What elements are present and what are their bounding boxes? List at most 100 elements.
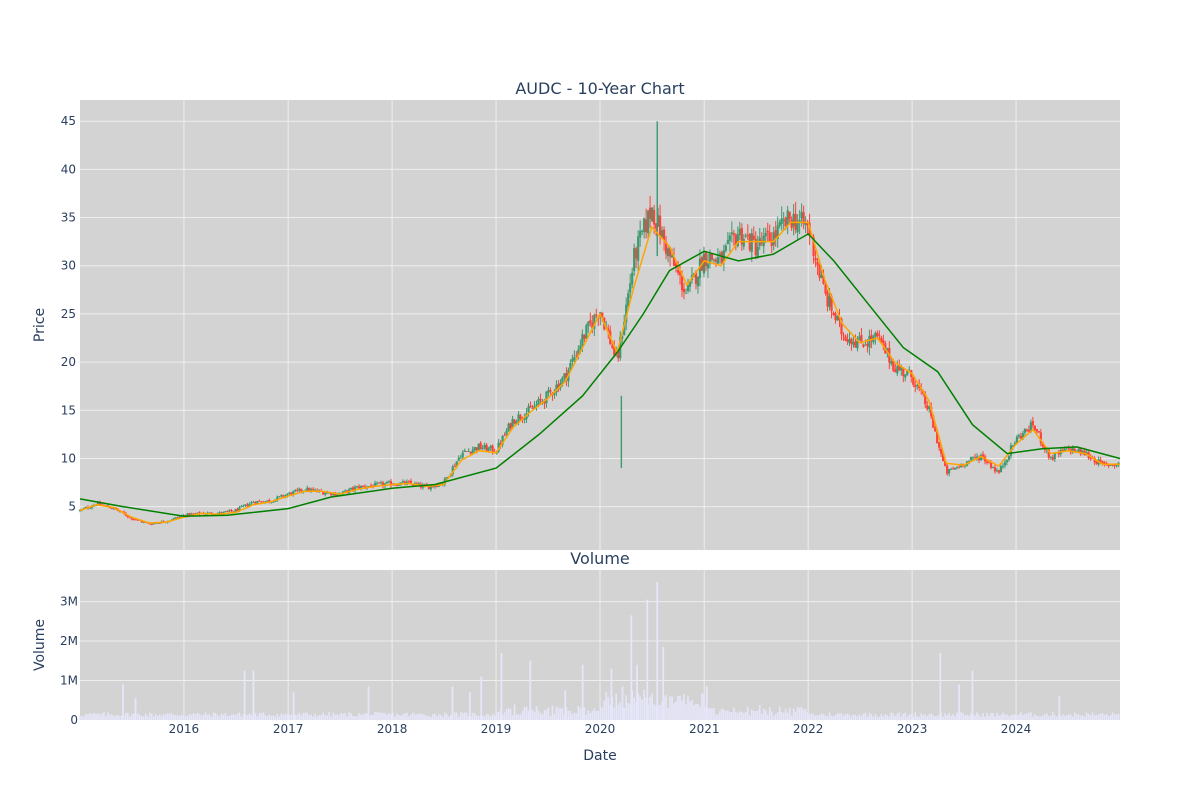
ma-short-line xyxy=(79,221,1120,524)
candle-body xyxy=(332,493,335,495)
volume-bar xyxy=(844,713,847,720)
candle-body xyxy=(435,485,438,487)
volume-bar xyxy=(802,709,805,720)
volume-bar xyxy=(577,706,580,720)
volume-bar xyxy=(330,716,332,720)
candle-body xyxy=(190,513,193,516)
candle-body xyxy=(985,461,989,463)
volume-bar xyxy=(950,715,952,720)
candle-body xyxy=(973,457,977,458)
volume-bar xyxy=(1073,712,1076,720)
volume-bar xyxy=(481,715,484,720)
candle-body xyxy=(718,253,721,255)
volume-bar xyxy=(1040,716,1042,720)
candle-body xyxy=(407,481,411,483)
date-tick-label: 2018 xyxy=(377,722,408,736)
candle-body xyxy=(379,482,383,484)
volume-bar xyxy=(1059,716,1062,720)
candle-body xyxy=(288,492,291,494)
volume-bar xyxy=(776,712,779,720)
candle-body xyxy=(88,507,92,509)
volume-bar xyxy=(1048,716,1050,720)
volume-bar xyxy=(461,712,464,720)
volume-bar xyxy=(942,716,944,720)
volume-bar xyxy=(599,706,602,720)
candle-body xyxy=(250,502,253,504)
volume-bar xyxy=(920,713,923,720)
candle-body xyxy=(487,447,490,451)
volume-bar xyxy=(312,716,315,720)
candle-body xyxy=(774,230,777,238)
volume-bar xyxy=(639,696,641,720)
chart-title: AUDC - 10-Year Chart xyxy=(515,79,684,98)
candle-body xyxy=(549,390,552,392)
candle-body xyxy=(742,238,745,247)
candle-body xyxy=(672,256,676,266)
volume-bar xyxy=(113,716,115,720)
volume-bar xyxy=(816,715,819,720)
volume-bar xyxy=(693,705,695,720)
volume-bar xyxy=(898,712,901,720)
volume-bar xyxy=(286,713,289,720)
volume-bar xyxy=(467,716,470,720)
candle-body xyxy=(627,293,630,307)
candle-body xyxy=(579,345,582,350)
volume-bar xyxy=(264,715,267,720)
candle-body xyxy=(850,338,853,344)
candle-body xyxy=(892,360,895,371)
volume-bar xyxy=(717,714,719,720)
candle-body xyxy=(736,234,739,247)
price-tick-label: 5 xyxy=(68,500,76,514)
volume-bar xyxy=(906,716,909,720)
candle-body xyxy=(932,415,935,428)
candle-body xyxy=(766,230,769,233)
candle-body xyxy=(694,271,698,284)
volume-bar xyxy=(824,715,827,720)
volume-bar xyxy=(996,712,998,720)
candle-body xyxy=(732,233,735,236)
volume-bar xyxy=(1107,716,1110,720)
candle-body xyxy=(479,442,482,449)
candle-body xyxy=(776,225,779,240)
volume-bar xyxy=(547,707,550,720)
candle-body xyxy=(375,482,379,484)
volume-spike-bar xyxy=(500,652,503,720)
volume-bar xyxy=(166,713,169,720)
candle-body xyxy=(826,292,829,307)
candle-body xyxy=(1073,448,1076,453)
candle-body xyxy=(208,512,211,514)
candle-body xyxy=(565,373,568,381)
volume-bar xyxy=(637,693,639,720)
volume-bar xyxy=(685,704,687,720)
volume-bar xyxy=(641,699,643,720)
volume-bar xyxy=(613,707,616,720)
volume-bar xyxy=(426,715,428,720)
candle-body xyxy=(433,485,436,488)
candle-body xyxy=(276,496,279,500)
price-tick-label: 25 xyxy=(61,307,76,321)
volume-bar xyxy=(384,712,386,720)
volume-bar xyxy=(190,714,193,720)
volume-bar xyxy=(298,712,301,720)
candle-body xyxy=(924,393,927,405)
candle-body xyxy=(463,450,466,452)
candle-body xyxy=(593,315,596,329)
volume-bar xyxy=(300,715,303,720)
candle-body xyxy=(844,336,847,341)
date-tick-label: 2021 xyxy=(689,722,720,736)
volume-bar xyxy=(457,716,460,720)
candle-body xyxy=(768,232,771,242)
volume-bar xyxy=(332,712,334,720)
volume-bar xyxy=(91,714,93,720)
candle-body xyxy=(621,336,624,339)
volume-bar xyxy=(976,712,978,720)
candle-body xyxy=(395,484,399,486)
volume-bar xyxy=(655,705,657,720)
volume-bar xyxy=(234,715,237,720)
volume-bar xyxy=(916,716,919,720)
candle-body xyxy=(471,449,474,454)
candle-body xyxy=(653,210,656,225)
volume-bar xyxy=(180,714,183,720)
price-axis-title: Price xyxy=(32,308,48,342)
candle-body xyxy=(196,512,199,514)
